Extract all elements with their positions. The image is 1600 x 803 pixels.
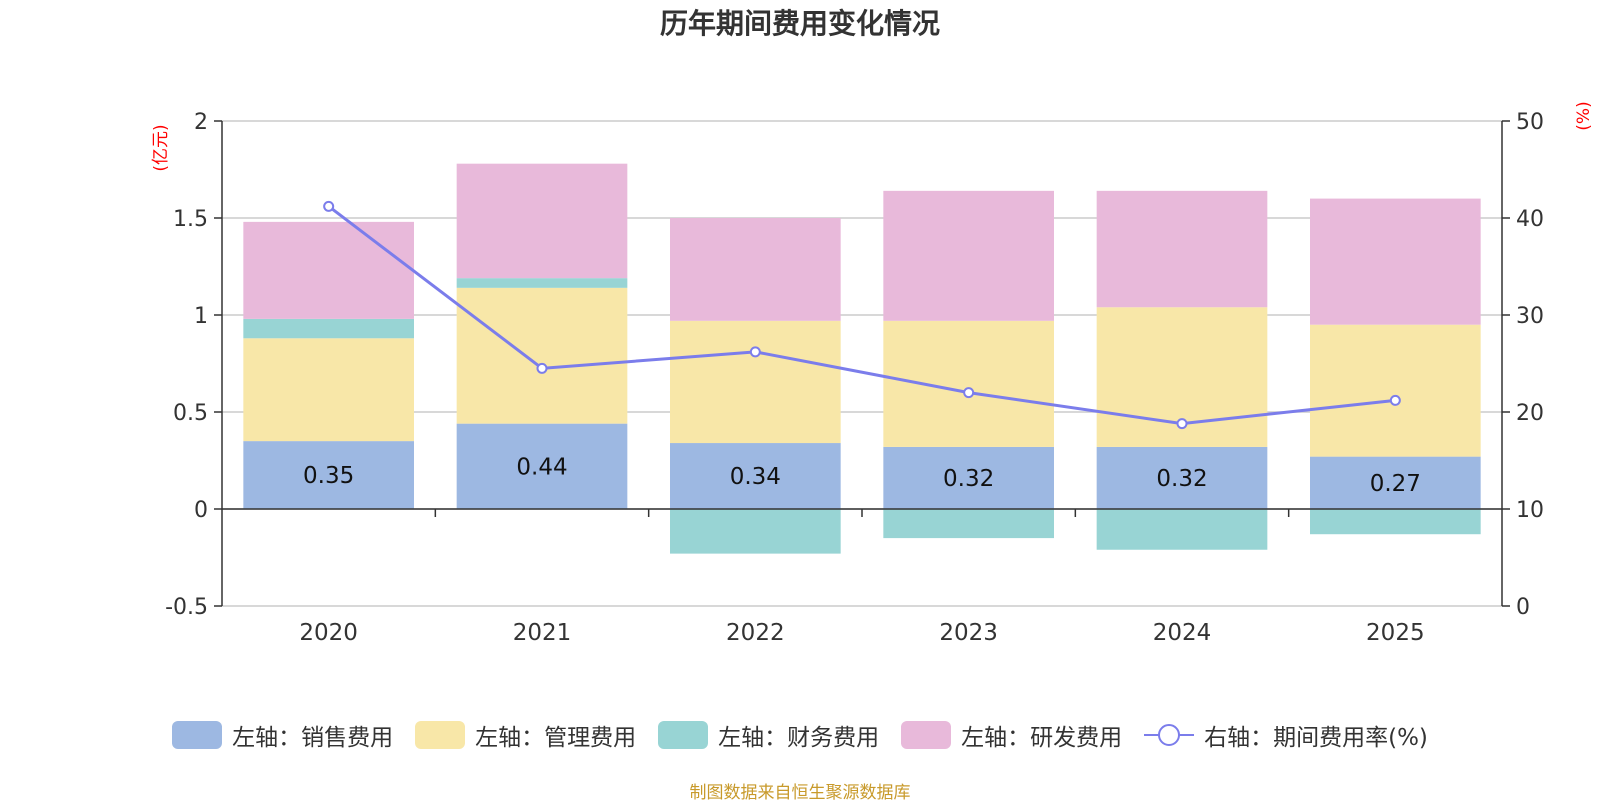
- y-left-tick-label: -0.5: [165, 595, 208, 620]
- y-left-tick-label: 1: [194, 304, 208, 329]
- bar-segment: [1310, 198, 1481, 325]
- legend-item: 左轴：管理费用: [415, 718, 636, 752]
- y-right-tick-label: 0: [1516, 595, 1530, 620]
- legend-item: 右轴：期间费用率(%): [1144, 718, 1428, 752]
- y-right-tick-label: 20: [1516, 401, 1544, 426]
- y-left-tick-label: 0.5: [173, 401, 208, 426]
- bar-segment: [1096, 509, 1268, 550]
- bar-segment: [883, 446, 1054, 509]
- legend-item: 左轴：销售费用: [172, 718, 393, 752]
- bar-segment: [1310, 324, 1481, 457]
- y-right-tick-label: 40: [1516, 207, 1544, 232]
- bar-data-label: 0.32: [943, 466, 994, 492]
- bar-segment: [670, 443, 841, 509]
- bar-segment: [243, 221, 414, 319]
- bar-segment: [243, 338, 414, 442]
- legend-item: 左轴：财务费用: [658, 718, 879, 752]
- legend-line-icon: [1144, 724, 1195, 746]
- y-right-tick-label: 50: [1516, 110, 1544, 135]
- y-right-tick-label: 10: [1516, 498, 1544, 523]
- legend-swatch: [172, 721, 223, 749]
- bar-segment: [883, 190, 1054, 321]
- x-tick-label: 2022: [726, 620, 785, 646]
- bar-segment: [883, 509, 1054, 539]
- line-series: [327, 205, 1396, 426]
- bar-data-label: 0.27: [1370, 471, 1421, 497]
- legend-swatch: [658, 721, 709, 749]
- y-right-unit-label: (%): [1574, 101, 1594, 130]
- bar-segment: [456, 278, 628, 288]
- bar-data-label: 0.44: [516, 454, 567, 480]
- legend-label: 右轴：期间费用率(%): [1204, 725, 1428, 751]
- y-right-tick-label: 30: [1516, 304, 1544, 329]
- bar-segment: [670, 509, 841, 554]
- bar-segment: [670, 218, 841, 321]
- line-point: [963, 387, 975, 399]
- legend-label: 左轴：管理费用: [475, 725, 637, 751]
- line-point: [536, 362, 548, 374]
- legend-swatch: [901, 721, 952, 749]
- bar-segment: [243, 318, 414, 339]
- line-point: [1176, 418, 1188, 430]
- y-left-unit-label: (亿元): [151, 124, 171, 171]
- legend-item: 左轴：研发费用: [901, 718, 1122, 752]
- legend-label: 左轴：财务费用: [718, 725, 880, 751]
- bar-data-label: 0.34: [730, 464, 781, 490]
- bar-segment: [670, 320, 841, 444]
- legend-label: 左轴：销售费用: [232, 725, 394, 751]
- chart-title: 历年期间费用变化情况: [659, 7, 940, 40]
- bar-segment: [456, 163, 628, 279]
- y-left-tick-label: 2: [194, 110, 208, 135]
- bar-segment: [1310, 509, 1481, 535]
- bar-segment: [1310, 456, 1481, 509]
- x-tick-label: 2025: [1366, 620, 1425, 646]
- bar-data-label: 0.35: [303, 463, 354, 489]
- x-tick-label: 2021: [513, 620, 572, 646]
- x-tick-label: 2023: [939, 620, 998, 646]
- source-note: 制图数据来自恒生聚源数据库: [689, 783, 911, 803]
- bar-segment: [456, 423, 628, 509]
- bar-segment: [883, 320, 1054, 447]
- bar-segment: [456, 287, 628, 424]
- x-tick-label: 2020: [299, 620, 358, 646]
- bar-segment: [1096, 190, 1268, 308]
- bar-segment: [243, 441, 414, 509]
- legend-label: 左轴：研发费用: [961, 725, 1123, 751]
- x-tick-label: 2024: [1153, 620, 1212, 646]
- bar-data-label: 0.32: [1156, 466, 1207, 492]
- line-point: [749, 346, 761, 358]
- legend: 左轴：销售费用 左轴：管理费用 左轴：财务费用 左轴：研发费用 右轴：期间费用率(%): [0, 718, 1600, 752]
- bar-segment: [1096, 446, 1268, 509]
- legend-swatch: [415, 721, 466, 749]
- y-left-tick-label: 1.5: [173, 207, 208, 232]
- y-left-tick-label: 0: [194, 498, 208, 523]
- line-point: [323, 200, 335, 212]
- line-point: [1389, 394, 1401, 406]
